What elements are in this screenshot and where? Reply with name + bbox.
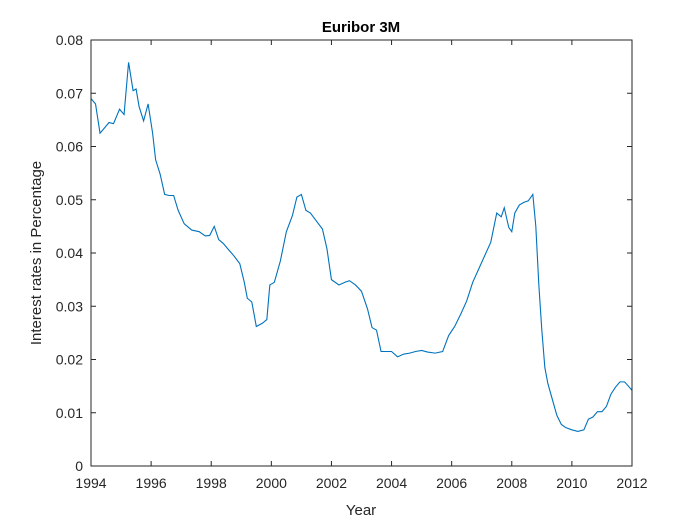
x-tick-label: 2010 <box>556 475 587 491</box>
euribor-3m-line <box>90 62 633 432</box>
plot-area <box>90 62 633 432</box>
x-axis: 1994 1996 1998 2000 2002 2004 2006 2008 2010 2012 <box>75 40 648 491</box>
y-axis: 0 0.01 0.02 0.03 0.04 0.05 0.06 0.07 0.08 <box>56 32 632 474</box>
y-tick-label: 0.01 <box>56 405 83 421</box>
x-tick-label: 1996 <box>136 475 167 491</box>
y-tick-label: 0.08 <box>56 32 83 48</box>
x-tick-label: 2004 <box>376 475 407 491</box>
x-axis-label: Year <box>346 502 376 519</box>
x-tick-label: 2012 <box>616 475 647 491</box>
y-tick-label: 0.03 <box>56 298 83 314</box>
chart-title: Euribor 3M <box>322 19 400 36</box>
y-tick-label: 0.02 <box>56 352 83 368</box>
y-tick-label: 0.04 <box>56 245 83 261</box>
y-axis-label: Interest rates in Percentage <box>28 161 45 345</box>
y-tick-label: 0.06 <box>56 139 83 155</box>
y-tick-label: 0.07 <box>56 85 83 101</box>
x-tick-label: 1994 <box>75 475 106 491</box>
x-tick-label: 1998 <box>196 475 227 491</box>
x-tick-label: 2008 <box>496 475 527 491</box>
x-tick-label: 2002 <box>316 475 347 491</box>
x-tick-label: 2000 <box>256 475 287 491</box>
y-tick-label: 0 <box>75 458 83 474</box>
x-tick-label: 2006 <box>436 475 467 491</box>
y-tick-label: 0.05 <box>56 192 83 208</box>
